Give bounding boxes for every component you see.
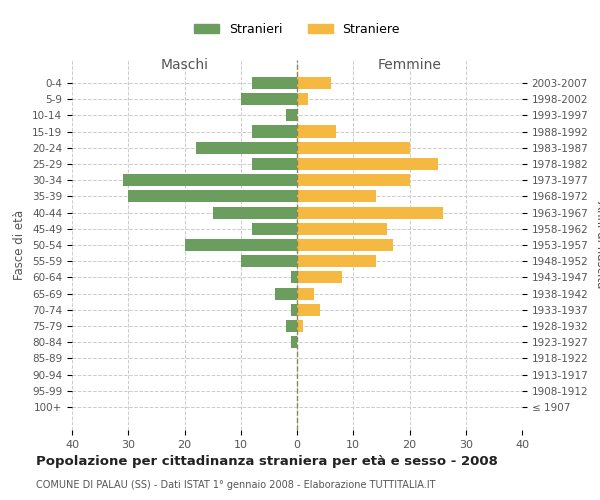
Bar — [196, 142, 297, 154]
Bar — [128, 190, 297, 202]
Bar — [185, 239, 297, 251]
Bar — [252, 77, 297, 89]
Bar — [286, 320, 297, 332]
Bar — [252, 222, 297, 235]
Text: Femmine: Femmine — [377, 58, 442, 71]
Bar — [252, 158, 297, 170]
Bar — [286, 109, 297, 122]
Bar — [297, 190, 376, 202]
Bar — [252, 126, 297, 138]
Bar — [212, 206, 297, 218]
Text: Popolazione per cittadinanza straniera per età e sesso - 2008: Popolazione per cittadinanza straniera p… — [36, 455, 498, 468]
Bar — [297, 142, 409, 154]
Bar — [122, 174, 297, 186]
Y-axis label: Anni di nascita: Anni di nascita — [594, 202, 600, 288]
Bar — [297, 77, 331, 89]
Bar — [297, 239, 392, 251]
Bar — [275, 288, 297, 300]
Bar — [297, 288, 314, 300]
Legend: Stranieri, Straniere: Stranieri, Straniere — [189, 18, 405, 41]
Text: COMUNE DI PALAU (SS) - Dati ISTAT 1° gennaio 2008 - Elaborazione TUTTITALIA.IT: COMUNE DI PALAU (SS) - Dati ISTAT 1° gen… — [36, 480, 436, 490]
Bar — [292, 272, 297, 283]
Bar — [297, 126, 337, 138]
Y-axis label: Fasce di età: Fasce di età — [13, 210, 26, 280]
Bar — [292, 336, 297, 348]
Bar — [292, 304, 297, 316]
Bar — [297, 272, 342, 283]
Bar — [297, 255, 376, 268]
Text: Maschi: Maschi — [161, 58, 209, 71]
Bar — [297, 174, 409, 186]
Bar — [297, 93, 308, 105]
Bar — [297, 206, 443, 218]
Bar — [297, 304, 320, 316]
Bar — [241, 255, 297, 268]
Bar — [297, 158, 437, 170]
Bar — [297, 222, 387, 235]
Bar — [297, 320, 302, 332]
Bar — [241, 93, 297, 105]
